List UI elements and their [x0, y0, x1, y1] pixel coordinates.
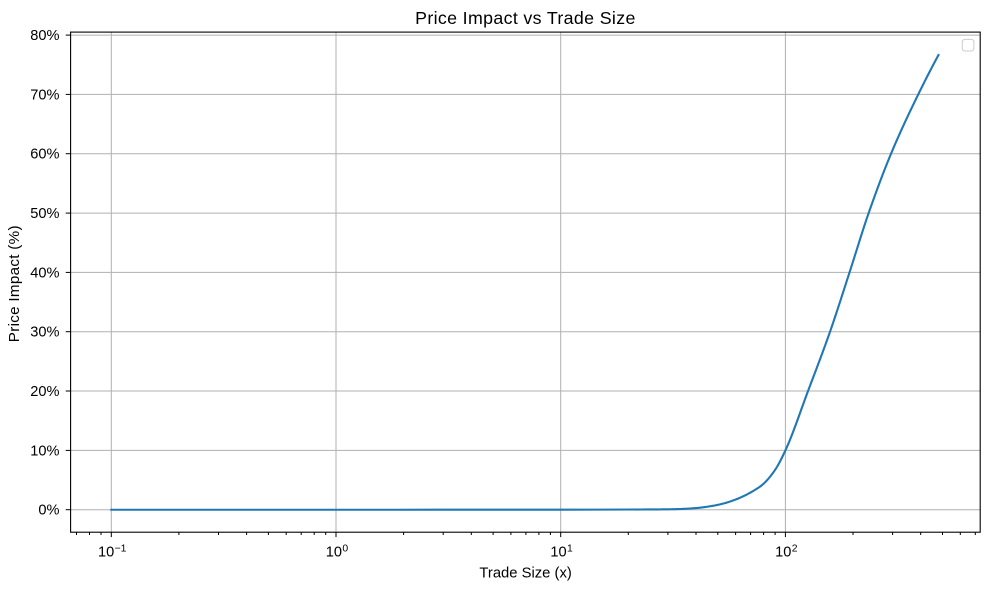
svg-text:30%: 30%: [30, 325, 59, 341]
svg-text:80%: 80%: [30, 28, 59, 44]
svg-text:Price Impact vs Trade Size: Price Impact vs Trade Size: [415, 8, 636, 28]
svg-text:60%: 60%: [30, 147, 59, 163]
svg-text:2: 2: [792, 543, 798, 554]
svg-text:Trade Size (x): Trade Size (x): [479, 565, 571, 581]
svg-text:Price Impact (%): Price Impact (%): [6, 225, 23, 342]
svg-text:10: 10: [98, 544, 114, 560]
svg-text:50%: 50%: [30, 206, 59, 222]
svg-text:10%: 10%: [30, 443, 59, 459]
svg-text:10: 10: [550, 544, 566, 560]
svg-text:10: 10: [775, 544, 791, 560]
svg-text:−1: −1: [115, 543, 127, 554]
svg-text:1: 1: [567, 543, 573, 554]
svg-text:0%: 0%: [38, 503, 59, 519]
svg-text:10: 10: [326, 544, 342, 560]
svg-text:0: 0: [342, 543, 348, 554]
svg-text:20%: 20%: [30, 384, 59, 400]
svg-text:40%: 40%: [30, 265, 59, 281]
svg-text:70%: 70%: [30, 87, 59, 103]
